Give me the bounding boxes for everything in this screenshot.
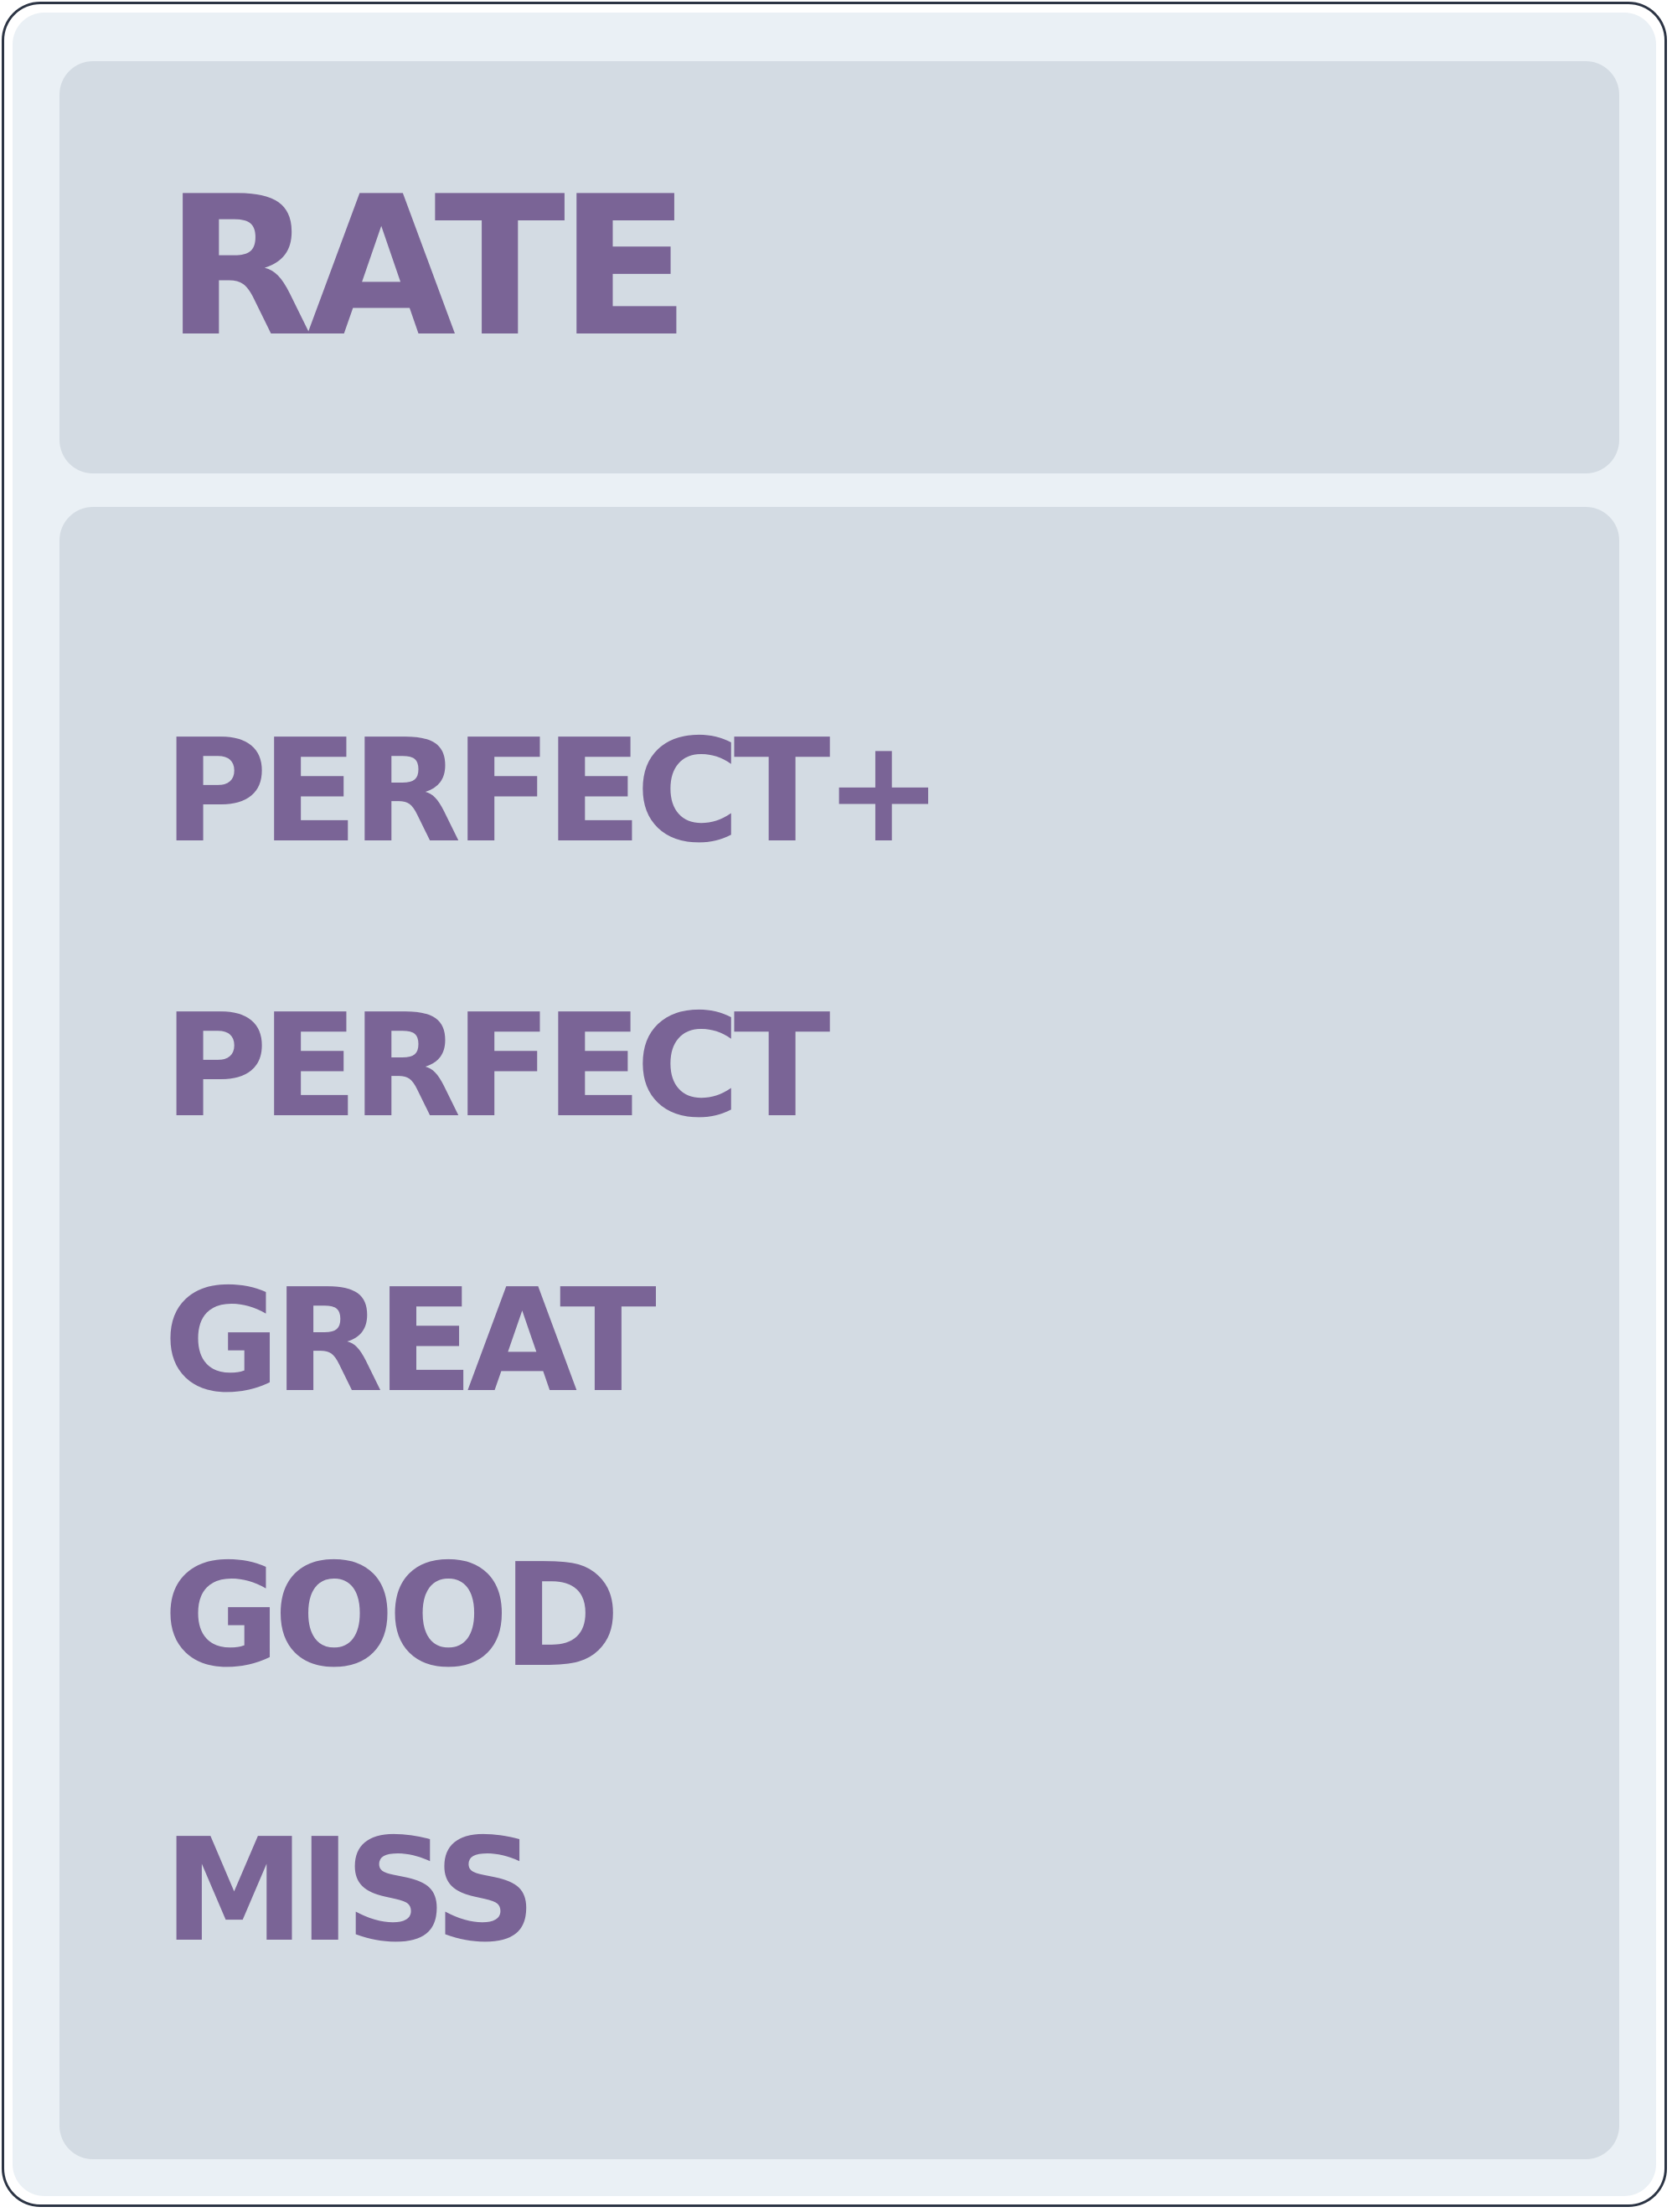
page-title: RATE bbox=[165, 156, 690, 380]
rating-label-perfect: PERFECT bbox=[163, 984, 831, 1150]
rating-label-great: GREAT bbox=[163, 1258, 657, 1424]
rating-list-panel bbox=[59, 507, 1619, 2159]
rating-label-good: GOOD bbox=[163, 1533, 621, 1699]
rating-label-perfect-plus: PERFECT+ bbox=[163, 709, 943, 875]
rating-label-miss: MISS bbox=[163, 1808, 537, 1974]
header-panel bbox=[59, 61, 1619, 473]
